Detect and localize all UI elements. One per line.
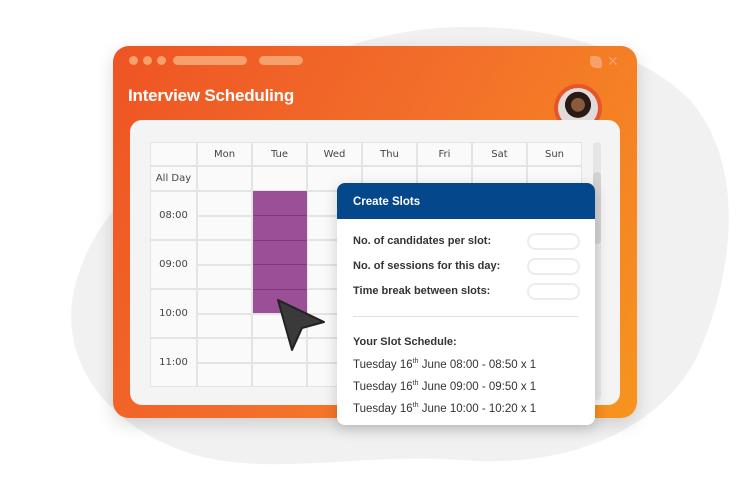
time-slot-cell[interactable] (197, 362, 252, 387)
page-title: Interview Scheduling (128, 86, 295, 105)
candidates-per-slot-input[interactable] (527, 233, 580, 250)
day-header: Mon (197, 142, 252, 166)
window-dot[interactable] (129, 56, 138, 65)
window-dot[interactable] (157, 56, 166, 65)
schedule-day: Tuesday 16 (353, 380, 413, 393)
create-slots-popup: Create Slots No. of candidates per slot:… (337, 183, 595, 425)
time-slot-cell[interactable] (197, 215, 252, 240)
time-slot-cell[interactable] (197, 264, 252, 289)
time-label: 09:00 (150, 240, 197, 289)
close-icon[interactable]: ✕ (607, 54, 619, 70)
time-slot-cell[interactable] (197, 289, 252, 314)
day-header: Sat (472, 142, 527, 166)
all-day-cell[interactable] (252, 166, 307, 191)
time-label: 08:00 (150, 191, 197, 240)
schedule-item: Tuesday 16th June 09:00 - 09:50 x 1 (353, 380, 536, 393)
day-header: Thu (362, 142, 417, 166)
time-slot-cell[interactable] (252, 338, 307, 363)
field-label: No. of candidates per slot: (353, 235, 492, 247)
schedule-ordinal: th (412, 380, 419, 387)
time-slot-cell[interactable] (252, 362, 307, 387)
time-break-input[interactable] (527, 283, 580, 300)
time-slot-cell[interactable] (197, 240, 252, 265)
selected-time-block[interactable] (253, 191, 307, 313)
day-header: Fri (417, 142, 472, 166)
time-slot-cell[interactable] (197, 338, 252, 363)
all-day-cell[interactable] (197, 166, 252, 191)
schedule-day: Tuesday 16 (353, 402, 413, 415)
schedule-title: Your Slot Schedule: (353, 336, 457, 348)
corner-cell[interactable] (150, 142, 197, 166)
schedule-item: Tuesday 16th June 10:00 - 10:20 x 1 (353, 402, 536, 415)
schedule-item: Tuesday 16th June 08:00 - 08:50 x 1 (353, 358, 536, 371)
time-label: 11:00 (150, 338, 197, 387)
schedule-time: June 08:00 - 08:50 x 1 (418, 358, 537, 371)
cursor-icon (277, 299, 325, 351)
time-slot-cell[interactable] (197, 191, 252, 216)
day-header: Tue (252, 142, 307, 166)
all-day-label: All Day (150, 166, 197, 191)
schedule-time: June 10:00 - 10:20 x 1 (418, 402, 537, 415)
schedule-day: Tuesday 16 (353, 358, 413, 371)
day-header: Wed (307, 142, 362, 166)
tab-pill (259, 56, 303, 65)
time-label: 10:00 (150, 289, 197, 338)
time-slot-cell[interactable] (197, 313, 252, 338)
field-label: Time break between slots: (353, 285, 491, 297)
schedule-time: June 09:00 - 09:50 x 1 (418, 380, 537, 393)
day-header: Sun (527, 142, 582, 166)
schedule-ordinal: th (412, 358, 419, 365)
scrollbar-thumb[interactable] (593, 172, 601, 244)
field-label: No. of sessions for this day: (353, 260, 501, 272)
divider (353, 316, 579, 317)
popup-title: Create Slots (337, 183, 595, 219)
schedule-ordinal: th (412, 402, 419, 409)
window-dot[interactable] (143, 56, 152, 65)
sessions-per-day-input[interactable] (527, 258, 580, 275)
minimize-icon[interactable] (590, 56, 602, 68)
scrollbar[interactable] (593, 142, 601, 400)
address-pill (173, 56, 247, 65)
